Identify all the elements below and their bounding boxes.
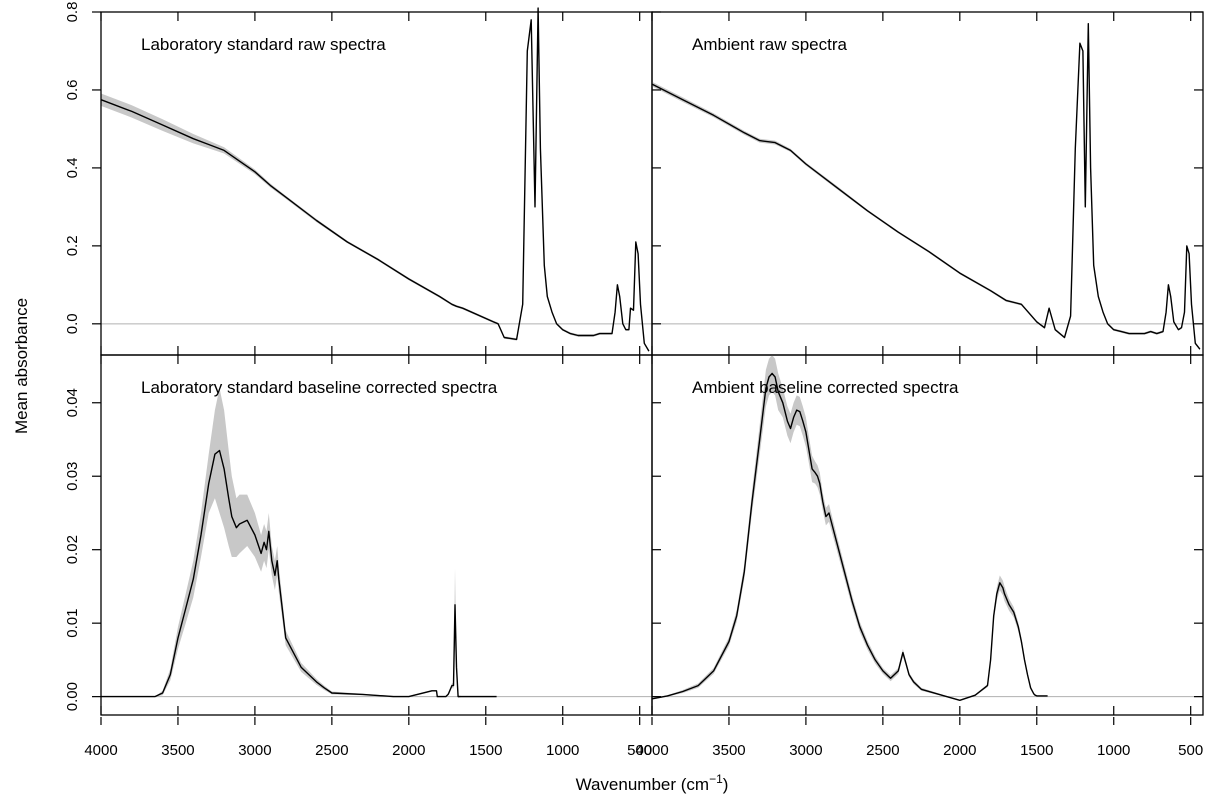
- y-tick-label: 0.04: [64, 388, 81, 417]
- y-axis-label: Mean absorbance: [12, 298, 31, 434]
- y-tick-label: 0.8: [64, 2, 81, 23]
- x-tick-label: 3500: [712, 742, 745, 759]
- y-tick-label: 0.00: [64, 682, 81, 711]
- panels-group: 0.0 0.2 0.4 0.6 0.8 Laboratory standard raw s…: [64, 2, 1204, 759]
- x-tick-label: 4000: [635, 742, 668, 759]
- y-tick-label: 0.01: [64, 609, 81, 638]
- panel-title: Ambient baseline corrected spectra: [692, 378, 959, 397]
- x-axis-label-close: ): [723, 775, 729, 794]
- x-tick-label: 3500: [161, 742, 194, 759]
- panel-1: 0.0 0.2 0.4 0.6 0.8 Laboratory standard raw s…: [64, 2, 653, 356]
- x-axis-label: Wavenumber (cm−1): [576, 772, 729, 794]
- panel-3: 4000 3500 3000 2500 2000 1500 1000 500 0.00 0.01 0…: [64, 354, 653, 759]
- y-tick-label: 0.02: [64, 535, 81, 564]
- mean-spectrum-line: [651, 372, 1048, 701]
- y-tick-label: 0.0: [64, 313, 81, 334]
- mean-spectrum-line: [100, 7, 650, 352]
- y-tick-label: 0.4: [64, 157, 81, 178]
- x-tick-label: 2500: [866, 742, 899, 759]
- panel-frame: [100, 354, 653, 716]
- x-tick-label: 2500: [315, 742, 348, 759]
- panel-frame: [100, 11, 653, 356]
- x-tick-label: 4000: [84, 742, 117, 759]
- y-tick-label: 0.2: [64, 235, 81, 256]
- x-tick-label: 1500: [1020, 742, 1053, 759]
- x-tick-label: 3000: [789, 742, 822, 759]
- x-tick-label: 1500: [469, 742, 502, 759]
- mean-spectrum-line: [101, 449, 497, 698]
- x-tick-label: 2000: [392, 742, 425, 759]
- x-tick-label: 500: [1178, 742, 1203, 759]
- uncertainty-band: [652, 22, 1200, 351]
- y-tick-label: 0.03: [64, 462, 81, 491]
- panel-frame: [651, 11, 1204, 356]
- mean-spectrum-line: [651, 23, 1201, 350]
- x-tick-label: 1000: [1097, 742, 1130, 759]
- panel-title: Laboratory standard raw spectra: [141, 35, 386, 54]
- panel-4: 4000 3500 3000 2500 2000 1500 1000 500 Ambient b…: [635, 354, 1204, 759]
- uncertainty-band: [101, 6, 649, 353]
- panel-title: Laboratory standard baseline corrected s…: [141, 378, 498, 397]
- y-tick-label: 0.6: [64, 80, 81, 101]
- panel-frame: [651, 354, 1204, 716]
- panel-2: Ambient raw spectra: [651, 11, 1204, 356]
- x-tick-label: 2000: [943, 742, 976, 759]
- x-tick-label: 1000: [546, 742, 579, 759]
- x-axis-label-main: Wavenumber (cm: [576, 775, 710, 794]
- x-tick-label: 500: [627, 742, 652, 759]
- uncertainty-band: [101, 388, 497, 699]
- x-tick-label: 3000: [238, 742, 271, 759]
- panel-title: Ambient raw spectra: [692, 35, 847, 54]
- uncertainty-band: [652, 355, 1048, 701]
- x-axis-label-superscript: −1: [709, 772, 723, 786]
